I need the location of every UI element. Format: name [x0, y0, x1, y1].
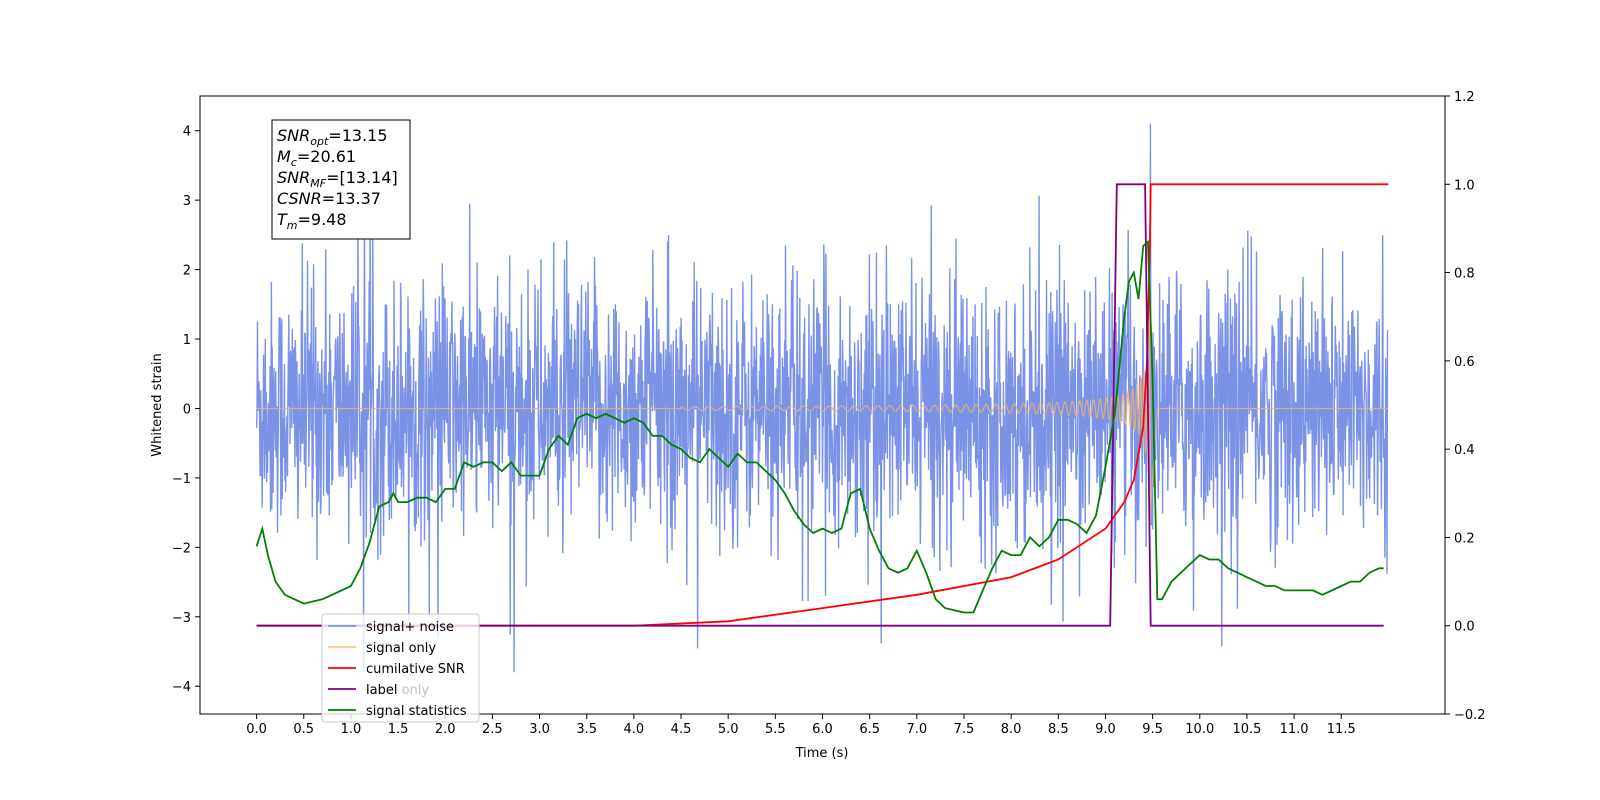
legend-label: signal statistics: [366, 704, 467, 719]
x-tick-label: 11.0: [1280, 722, 1309, 737]
x-tick-label: 10.5: [1232, 722, 1261, 737]
series-signal-only: [256, 326, 1388, 520]
x-tick-label: 0.0: [246, 722, 267, 737]
annotation-line: SNRMF=[13.14]: [277, 168, 398, 190]
x-tick-label: 5.0: [718, 722, 739, 737]
x-tick-label: 2.5: [482, 722, 503, 737]
y-tick-label: −1: [172, 472, 191, 487]
x-tick-label: 8.5: [1048, 722, 1069, 737]
legend-label: signal only: [366, 641, 436, 656]
x-tick-label: 3.0: [529, 722, 550, 737]
y2-tick-label: −0.2: [1454, 708, 1486, 723]
y2-tick-label: 0.4: [1454, 443, 1475, 458]
series-signal-noise: [255, 123, 1389, 673]
y-tick-label: 1: [183, 333, 191, 348]
y2-tick-label: 0.8: [1454, 267, 1475, 282]
x-axis: 0.0 0.5 1.0 1.5 2.0 2.5 3.0 3.5 4.0 4.5 5.0 5.5 6.0 6…: [246, 714, 1356, 737]
y2-tick-label: 1.2: [1454, 90, 1475, 105]
x-tick-label: 7.5: [954, 722, 975, 737]
x-axis-label: Time (s): [795, 746, 849, 761]
y-axis-right: 1.2 1.0 0.8 0.6 0.4 0.2 0.0 −0.2: [1445, 90, 1486, 723]
x-tick-label: 1.0: [341, 722, 362, 737]
series-signal-statistics: [255, 239, 1384, 614]
x-tick-label: 6.0: [812, 722, 833, 737]
y-tick-label: −2: [172, 541, 191, 556]
x-tick-label: 8.0: [1001, 722, 1022, 737]
legend: label only signal+ noise signal only cumil…: [321, 613, 480, 723]
x-tick-label: 4.0: [624, 722, 645, 737]
x-tick-label: 6.5: [859, 722, 880, 737]
y-tick-label: 4: [183, 125, 191, 140]
annotation-line: Mc=20.61: [277, 147, 356, 169]
x-tick-label: 9.0: [1095, 722, 1116, 737]
x-tick-label: 7.0: [906, 722, 927, 737]
legend-label: signal+ noise: [366, 620, 454, 635]
annotation-line: SNRopt=13.15: [277, 126, 388, 148]
y2-tick-label: 0.0: [1454, 620, 1475, 635]
x-tick-label: 1.5: [388, 722, 409, 737]
series-layer: [255, 123, 1389, 673]
y2-tick-label: 1.0: [1454, 178, 1475, 193]
annotation-line: Tm=9.48: [277, 210, 347, 232]
ghost-legend-text: label only: [366, 683, 429, 698]
x-tick-label: 2.0: [435, 722, 456, 737]
x-tick-label: 11.5: [1327, 722, 1356, 737]
annotation-line: CSNR=13.37: [277, 189, 381, 208]
x-tick-label: 0.5: [293, 722, 314, 737]
x-tick-label: 5.5: [765, 722, 786, 737]
x-tick-label: 4.5: [671, 722, 692, 737]
y-tick-label: 3: [183, 194, 191, 209]
legend-label: label: [366, 683, 397, 698]
y-tick-label: 2: [183, 264, 191, 279]
y-tick-label: −4: [172, 680, 191, 695]
y-axis-left: 4 3 2 1 0 −1 −2 −3 −4: [172, 125, 200, 695]
annotation-box: SNRopt=13.15Mc=20.61SNRMF=[13.14]CSNR=13…: [271, 119, 411, 240]
series-label: [256, 183, 1384, 627]
legend-label: cumilative SNR: [366, 662, 465, 677]
x-tick-label: 10.0: [1185, 722, 1214, 737]
y-tick-label: −3: [172, 611, 191, 626]
x-tick-label: 3.5: [576, 722, 597, 737]
y-tick-label: 0: [183, 402, 191, 417]
y-axis-label: Whitened strain: [150, 353, 165, 456]
x-tick-label: 9.5: [1142, 722, 1163, 737]
y2-tick-label: 0.2: [1454, 531, 1475, 546]
y2-tick-label: 0.6: [1454, 355, 1475, 370]
